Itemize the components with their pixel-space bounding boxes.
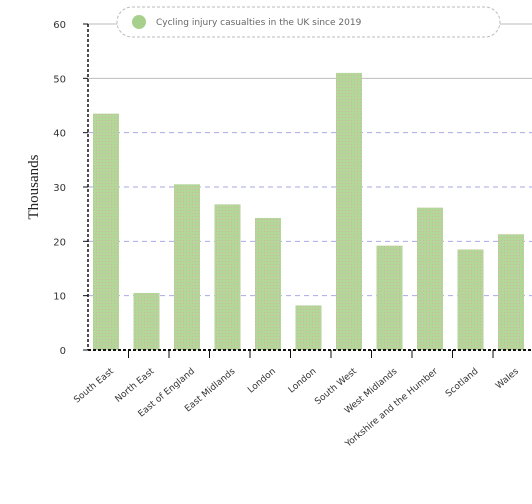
y-axis-title: Thousands [26,154,42,219]
bar-10 [498,234,524,350]
x-tick-label: North East [114,366,157,404]
y-tick-label: 30 [53,183,66,194]
bar-7 [376,245,403,350]
y-tick-label: 20 [53,237,66,248]
x-tick-label: London [246,367,278,396]
y-tick-label: 40 [53,129,66,140]
x-tick-label: London [287,367,319,396]
legend-label: Cycling injury casualties in the UK sinc… [156,18,362,28]
bar-3 [214,204,241,350]
bar-layer [93,72,524,351]
legend: Cycling injury casualties in the UK sinc… [116,6,501,38]
bar-6 [336,72,362,351]
y-tick-label: 60 [53,20,66,31]
bar-2 [174,184,200,350]
y-tick-layer: 0 10 20 30 40 50 60 [53,20,88,357]
y-tick-label: 50 [53,74,66,85]
x-tick-label: Scotland [444,367,480,400]
bar-8 [417,207,443,350]
y-tick-label: 0 [60,346,66,357]
bar-0 [93,113,119,351]
x-tick-label: Wales [494,366,521,391]
legend-swatch [132,15,146,29]
x-tick-label: South East [72,366,116,405]
legend-box [116,6,501,38]
bar-9 [457,249,484,350]
bar-5 [295,305,322,350]
bar-4 [255,217,281,350]
y-tick-label: 10 [53,292,66,303]
bar-1 [133,292,160,350]
